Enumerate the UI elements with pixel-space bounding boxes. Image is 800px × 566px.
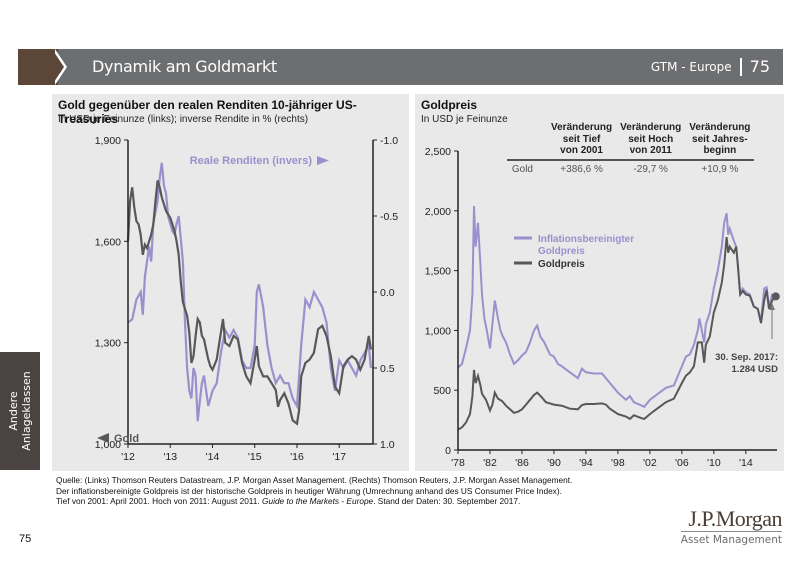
table-corner	[507, 122, 547, 161]
left-chart-title: Gold gegenüber den realen Renditen 10-jä…	[58, 98, 357, 126]
inflation-adjusted-gold-line	[457, 205, 776, 409]
x-tick-label: '86	[515, 457, 529, 469]
x-tick-label: '16	[290, 451, 304, 463]
section-tab-line2: Anlageklassen	[20, 371, 33, 451]
legend-gold-label: Gold	[114, 433, 139, 445]
y-tick-label: 1,600	[95, 236, 121, 248]
y-tick-label: 1,300	[95, 338, 121, 350]
header-line: Veränderung	[620, 122, 682, 133]
page-number: 75	[19, 533, 32, 545]
gold-line	[126, 180, 372, 426]
table-header: Veränderung seit Jahres-beginn	[685, 122, 755, 161]
header-bar	[18, 49, 783, 85]
header-line: Veränderung	[551, 122, 613, 133]
legend-gold-price-label: Goldpreis	[538, 259, 585, 270]
y2-tick-label: -1.0	[380, 135, 398, 147]
x-tick-label: '14	[206, 451, 220, 463]
footnote-dates-c: . Stand der Daten: 30. September 2017.	[373, 496, 521, 506]
header-line: seit Jahres-	[692, 133, 748, 145]
header-line: seit Hoch	[628, 133, 674, 145]
right-chart-title: Goldpreis	[421, 98, 478, 112]
section-tab-line1: Andere	[7, 391, 20, 431]
x-tick-label: '15	[248, 451, 262, 463]
header-separator	[739, 57, 742, 76]
legend-inflation-label-1: Inflationsbereinigter	[538, 234, 634, 245]
page-title: Dynamik am Goldmarkt	[92, 57, 277, 76]
jpmorgan-logo: J.P.Morgan Asset Management	[680, 508, 783, 546]
header-line: beginn	[703, 145, 737, 156]
gold-change-table: Veränderung seit Tief von 2001 Veränderung…	[507, 122, 755, 175]
x-tick-label: '17	[332, 451, 346, 463]
footnote-dates: Tief von 2001: April 2001. Hoch von 2011…	[56, 496, 572, 507]
legend-inflation-label-2: Goldpreis	[538, 246, 585, 257]
x-tick-label: '06	[675, 457, 689, 469]
gold-price-line	[457, 236, 777, 431]
y-tick-label: 1,000	[425, 325, 451, 337]
y-tick-label: 1,000	[95, 439, 121, 451]
x-tick-label: '14	[739, 457, 753, 469]
y2-tick-label: -0.5	[380, 211, 398, 223]
y2-tick-label: 1.0	[380, 439, 395, 451]
up-arrow-icon	[769, 303, 775, 310]
right-chart: 0 500 1,000 1,500 2,000 2,500 '78 '82 '86 '90 '94 '…	[425, 146, 780, 469]
footnote-guide-title: Guide to the Markets - Europe	[262, 496, 374, 506]
right-chart-panel: Goldpreis In USD je Feinunze 0 500 1,000 1,…	[415, 94, 784, 471]
y2-tick-label: 0.5	[380, 363, 395, 375]
x-tick-label: '13	[163, 451, 177, 463]
x-tick-label: '10	[707, 457, 721, 469]
header-page-number: 75	[749, 57, 770, 76]
y-tick-label: 2,500	[425, 146, 451, 158]
table-header: Veränderung seit Hoch von 2011	[616, 122, 686, 161]
left-chart-panel: Gold gegenüber den realen Renditen 10-jä…	[52, 94, 409, 471]
logo-subtitle: Asset Management	[680, 534, 782, 546]
header-line: von 2001	[560, 145, 603, 156]
left-chart-subtitle: In USD je Feinunze (links); inverse Rend…	[58, 114, 309, 125]
table-cell: +10,9 %	[701, 163, 739, 175]
section-tab-label: Andere Anlageklassen	[7, 371, 33, 450]
footnote-definition: Der inflationsbereinigte Goldpreis ist d…	[56, 485, 562, 496]
left-chart: 1,000 1,300 1,600 1,900 -1.0 -0.5 0.0 0.5 1.0 '12…	[95, 135, 399, 463]
last-value-marker	[771, 292, 780, 301]
table-header-row: Veränderung seit Tief von 2001 Veränderung…	[507, 122, 755, 161]
x-tick-label: '02	[643, 457, 657, 469]
x-tick-label: '90	[547, 457, 561, 469]
header-line: Veränderung	[689, 122, 751, 133]
table-row-label: Gold	[511, 163, 533, 175]
y-tick-label: 500	[433, 385, 451, 397]
right-arrow-icon	[317, 156, 329, 165]
section-tab[interactable]: Andere Anlageklassen	[0, 352, 40, 470]
y-tick-label: 1,900	[95, 135, 121, 147]
annotation-value: 1.284 USD	[732, 364, 779, 375]
footnote-source: Quelle: (Links) Thomson Reuters Datastre…	[56, 475, 573, 485]
y2-tick-label: 0.0	[380, 287, 395, 299]
y-tick-label: 0	[445, 445, 451, 457]
header-accent	[18, 49, 58, 85]
logo-wordmark: J.P.Morgan	[680, 508, 783, 532]
header-line: von 2011	[629, 145, 672, 156]
table-cell: +386,6 %	[560, 163, 603, 175]
footnote: Quelle: (Links) Thomson Reuters Datastre…	[56, 475, 572, 507]
right-chart-subtitle: In USD je Feinunze	[421, 114, 508, 125]
annotation-date: 30. Sep. 2017:	[715, 352, 778, 363]
table-row: Gold +386,6 % -29,7 % +10,9 %	[507, 160, 754, 175]
legend-real-yield-label: Reale Renditen (invers)	[190, 155, 313, 167]
x-tick-label: '82	[483, 457, 497, 469]
x-tick-label: '94	[579, 457, 593, 469]
real-yield-line	[127, 162, 372, 422]
x-tick-label: '98	[611, 457, 625, 469]
series-label: GTM - Europe	[650, 59, 732, 74]
x-tick-label: '78	[451, 457, 465, 469]
table-header: Veränderung seit Tief von 2001	[547, 122, 617, 161]
x-tick-label: '12	[121, 451, 135, 463]
table-cell: -29,7 %	[633, 163, 668, 175]
y-tick-label: 2,000	[425, 206, 451, 218]
y-tick-label: 1,500	[425, 266, 451, 278]
header-meta: GTM - Europe 75	[651, 57, 770, 76]
header-chevron-fill	[52, 49, 64, 85]
footnote-dates-a: Tief von 2001: April 2001. Hoch von 2011…	[56, 496, 263, 506]
header-line: seit Tief	[562, 133, 601, 145]
left-arrow-icon	[97, 433, 109, 443]
